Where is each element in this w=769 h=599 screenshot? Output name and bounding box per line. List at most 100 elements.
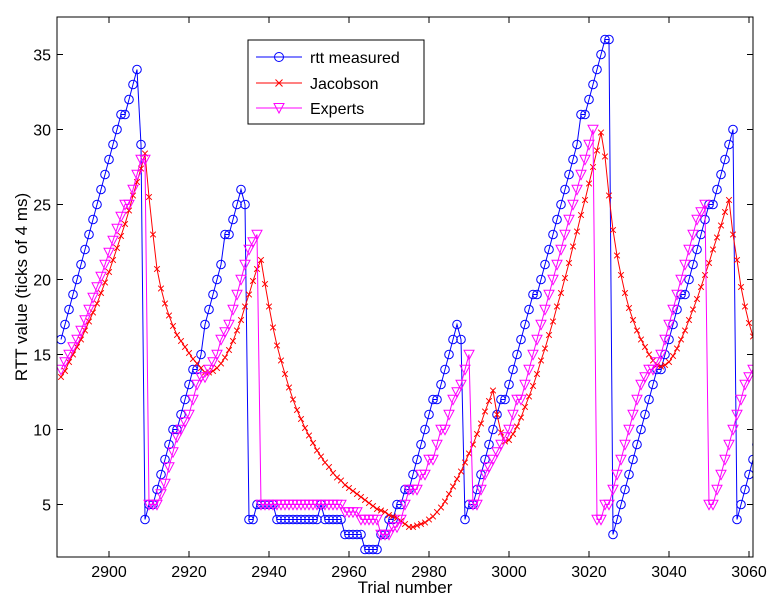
data-point-jacobson: [105, 268, 113, 276]
data-point-rtt-measured: [180, 394, 190, 405]
series-line-experts: [60, 129, 753, 535]
data-point-jacobson: [537, 357, 545, 364]
data-point-rtt-measured: [604, 34, 614, 45]
legend-entry-jacobson: Jacobson: [256, 76, 379, 93]
data-point-experts: [391, 522, 403, 534]
data-point-rtt-measured: [196, 349, 206, 360]
data-point-rtt-measured: [484, 439, 494, 450]
data-point-experts: [223, 319, 235, 331]
data-point-jacobson: [93, 300, 101, 307]
data-point-experts: [251, 229, 263, 241]
data-point-rtt-measured: [576, 109, 586, 120]
data-point-experts: [183, 409, 195, 421]
data-point-rtt-measured: [632, 439, 642, 450]
data-point-experts: [491, 447, 503, 459]
data-point-experts: [115, 211, 127, 223]
data-point-jacobson: [421, 519, 429, 526]
data-point-rtt-measured: [336, 514, 346, 525]
data-point-experts: [579, 154, 591, 166]
x-tick-label: 3000: [491, 564, 527, 581]
data-point-jacobson: [717, 222, 725, 229]
data-point-jacobson: [569, 243, 577, 250]
data-point-experts: [351, 507, 363, 519]
data-point-experts: [191, 379, 203, 391]
data-point-rtt-measured: [616, 499, 626, 510]
data-point-experts: [715, 469, 727, 481]
data-point-experts: [611, 469, 623, 481]
data-point-experts: [571, 184, 583, 196]
data-point-jacobson: [509, 430, 517, 438]
data-point-rtt-measured: [120, 109, 130, 120]
data-point-experts: [487, 454, 499, 466]
data-point-experts: [719, 454, 731, 466]
data-point-rtt-measured: [757, 440, 766, 449]
data-point-experts: [559, 229, 571, 241]
data-point-experts: [419, 469, 431, 481]
data-point-jacobson: [689, 306, 697, 313]
data-point-jacobson: [593, 147, 601, 154]
data-point-jacobson: [221, 354, 229, 361]
data-point-experts: [555, 244, 567, 256]
data-point-jacobson: [97, 289, 105, 297]
data-point-jacobson: [549, 318, 557, 325]
data-point-jacobson: [641, 343, 649, 351]
data-point-experts: [523, 364, 535, 376]
data-point-rtt-measured: [496, 394, 506, 405]
data-point-rtt-measured: [416, 439, 426, 450]
data-point-jacobson: [573, 228, 581, 235]
data-point-rtt-measured: [728, 124, 738, 135]
data-point-jacobson: [281, 370, 289, 378]
data-point-rtt-measured: [76, 259, 86, 270]
data-point-rtt-measured: [124, 94, 134, 105]
data-point-jacobson: [305, 432, 313, 439]
data-point-jacobson: [609, 226, 617, 234]
data-point-experts: [155, 489, 167, 501]
data-point-experts: [443, 409, 455, 421]
data-point-rtt-measured: [236, 184, 246, 195]
data-point-jacobson: [237, 316, 245, 324]
data-point-experts: [539, 304, 551, 316]
data-point-rtt-measured: [368, 544, 378, 555]
data-point-rtt-measured: [568, 154, 578, 165]
data-point-rtt-measured: [424, 409, 434, 420]
data-point-jacobson: [409, 523, 417, 531]
data-point-experts: [175, 424, 187, 436]
data-point-rtt-measured: [592, 64, 602, 75]
data-point-rtt-measured: [712, 184, 722, 195]
data-point-rtt-measured: [536, 274, 546, 285]
data-point-experts: [675, 274, 687, 286]
data-point-jacobson: [645, 351, 653, 358]
data-point-rtt-measured: [688, 259, 698, 270]
data-point-jacobson: [525, 393, 533, 400]
data-point-rtt-measured: [352, 529, 362, 540]
data-point-rtt-measured: [188, 364, 198, 375]
data-point-rtt-measured: [100, 169, 110, 180]
data-point-jacobson: [585, 180, 593, 187]
data-point-jacobson: [485, 397, 493, 405]
x-tick-label: 2980: [411, 564, 447, 581]
data-point-rtt-measured: [596, 49, 606, 60]
data-point-rtt-measured: [720, 154, 730, 165]
data-point-jacobson: [157, 285, 165, 292]
y-tick-label: 10: [33, 423, 51, 440]
data-point-experts: [607, 484, 619, 496]
data-point-jacobson: [285, 384, 293, 391]
data-point-jacobson: [473, 430, 481, 438]
data-point-jacobson: [349, 487, 357, 495]
data-point-jacobson: [517, 414, 525, 421]
data-point-jacobson: [493, 411, 501, 418]
data-point-rtt-measured: [228, 214, 238, 225]
data-point-jacobson: [745, 319, 753, 327]
data-point-experts: [383, 529, 395, 541]
data-point-jacobson: [581, 196, 589, 204]
data-point-experts: [691, 214, 703, 226]
data-point-rtt-measured: [348, 529, 358, 540]
data-point-experts: [483, 462, 495, 474]
data-point-jacobson: [257, 256, 265, 264]
data-point-jacobson: [417, 520, 425, 528]
data-point-rtt-measured: [428, 394, 438, 405]
data-point-rtt-measured: [748, 454, 753, 465]
data-point-rtt-measured: [580, 109, 590, 120]
data-point-jacobson: [665, 358, 673, 366]
data-point-jacobson: [341, 481, 349, 489]
